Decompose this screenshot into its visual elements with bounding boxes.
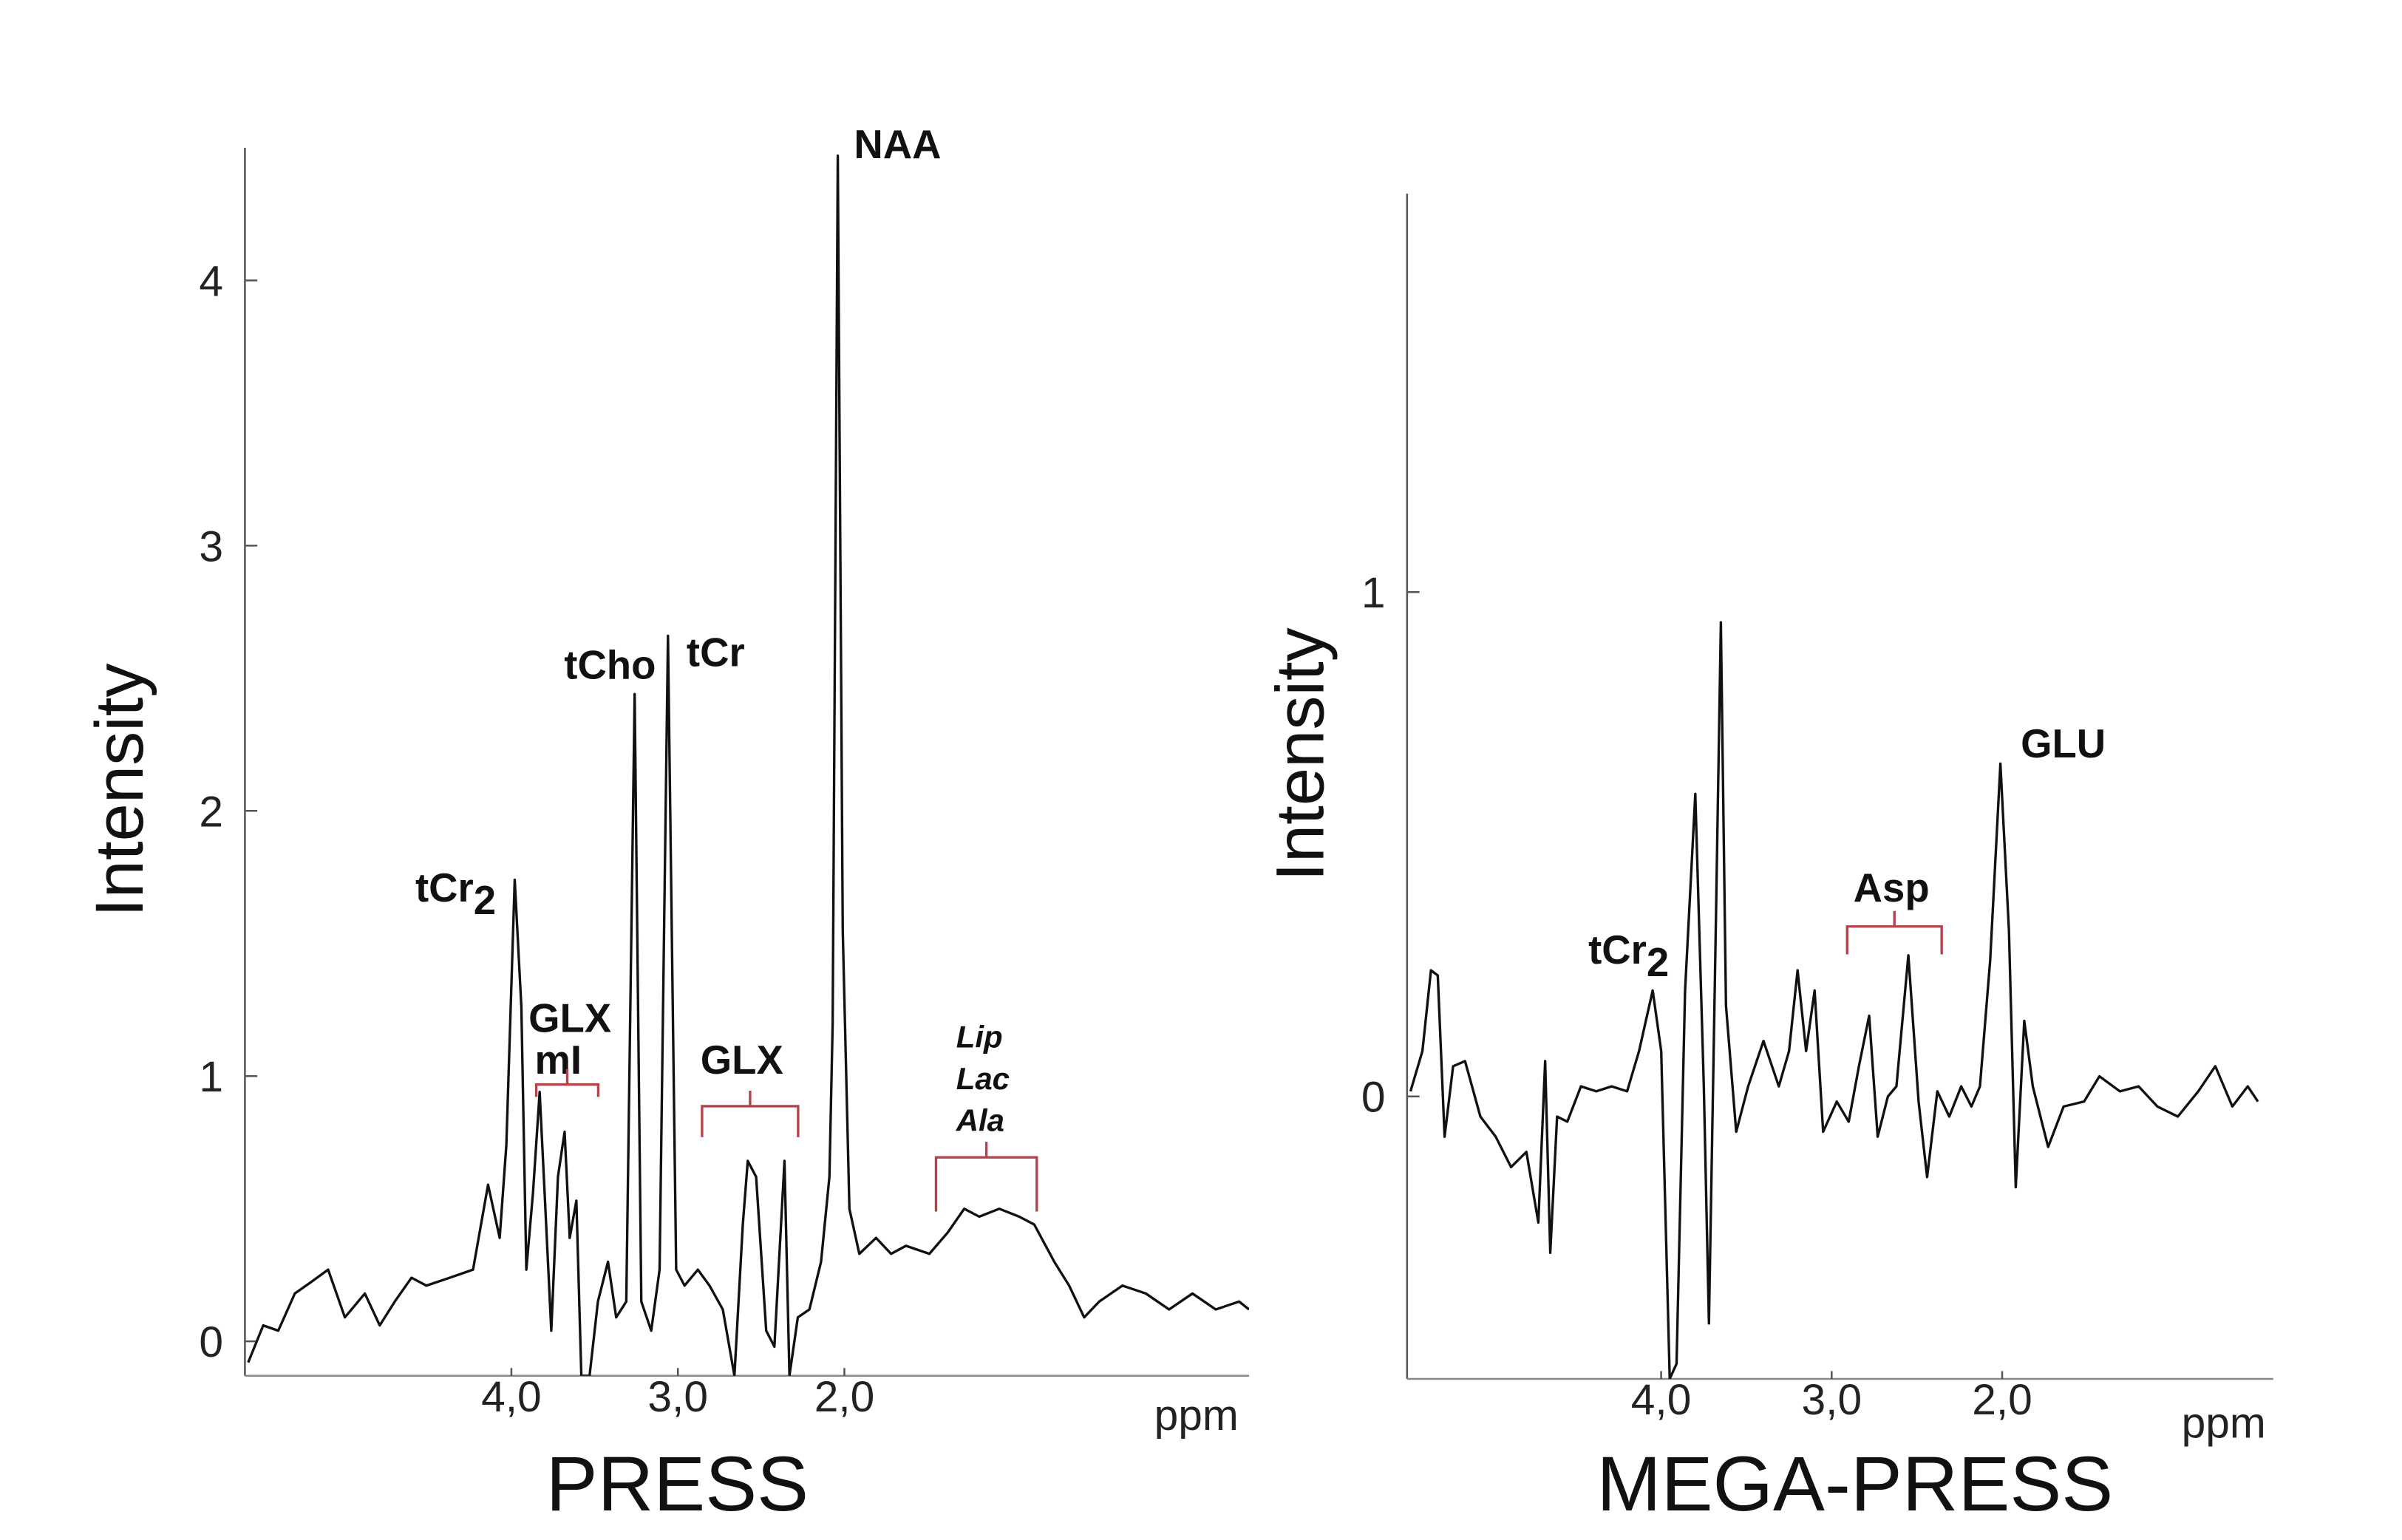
bracket [534, 1069, 600, 1097]
peak-label-text: GLX [528, 995, 611, 1040]
y-tick-label: 4 [199, 257, 223, 305]
peak-label: tCr2 [415, 865, 496, 923]
x-tick-label: 3,0 [647, 1373, 708, 1421]
peak-label-text: Lac [956, 1061, 1010, 1096]
x-tick-label: 4,0 [481, 1373, 542, 1421]
peak-label: tCr [687, 630, 745, 675]
peak-label-text: tCr [415, 865, 474, 910]
y-tick-label: 0 [1361, 1074, 1386, 1122]
peak-label: tCho [564, 642, 656, 687]
y-tick-label: 1 [199, 1053, 223, 1101]
y-tick-label: 2 [199, 788, 223, 836]
bracket [1845, 910, 1943, 955]
x-tick-label: 2,0 [1972, 1376, 2032, 1424]
peak-label: mI [534, 1038, 582, 1083]
peak-label: Lac [956, 1061, 1010, 1096]
spectrum-line [247, 154, 1249, 1376]
bracket [701, 1090, 800, 1137]
bracket [934, 1142, 1038, 1212]
y-tick-label: 1 [1361, 569, 1386, 617]
peak-label-text: Asp [1854, 865, 1930, 910]
peak-label: GLX [701, 1038, 783, 1083]
peak-label: GLX [528, 995, 611, 1040]
peak-label: NAA [854, 122, 941, 167]
peak-label-text: NAA [854, 122, 941, 167]
peak-label-text: Lip [956, 1019, 1003, 1054]
y-tick-label: 0 [199, 1318, 223, 1366]
peak-label-sub: 2 [1647, 940, 1669, 985]
peak-label-text: GLU [2021, 721, 2106, 766]
peak-label: Lip [956, 1019, 1003, 1054]
peak-label: Ala [956, 1103, 1004, 1138]
y-axis-label: Intensity [1262, 627, 1338, 881]
peak-label-text: tCr [1588, 927, 1647, 972]
peak-label: Asp [1854, 865, 1930, 910]
peak-label-text: GLX [701, 1038, 783, 1083]
y-tick-label: 3 [199, 522, 223, 570]
peak-label-text: tCho [564, 642, 656, 687]
peak-label-sub: 2 [474, 878, 496, 923]
peak-label: GLU [2021, 721, 2106, 766]
peak-label-text: mI [534, 1038, 582, 1083]
peak-label-text: tCr [687, 630, 745, 675]
peak-label-text: Ala [956, 1103, 1004, 1138]
x-tick-label: 2,0 [814, 1373, 875, 1421]
chart-title: MEGA-PRESS [1596, 1441, 2113, 1527]
x-tick-label: 3,0 [1802, 1376, 1862, 1424]
y-axis-label: Intensity [81, 664, 157, 917]
spectrum-line [1409, 621, 2259, 1379]
x-axis-label: ppm [1154, 1391, 1239, 1440]
peak-label: tCr2 [1588, 927, 1669, 985]
x-axis-label: ppm [2182, 1400, 2266, 1448]
x-tick-label: 4,0 [1631, 1376, 1692, 1424]
chart-title: PRESS [546, 1441, 809, 1527]
